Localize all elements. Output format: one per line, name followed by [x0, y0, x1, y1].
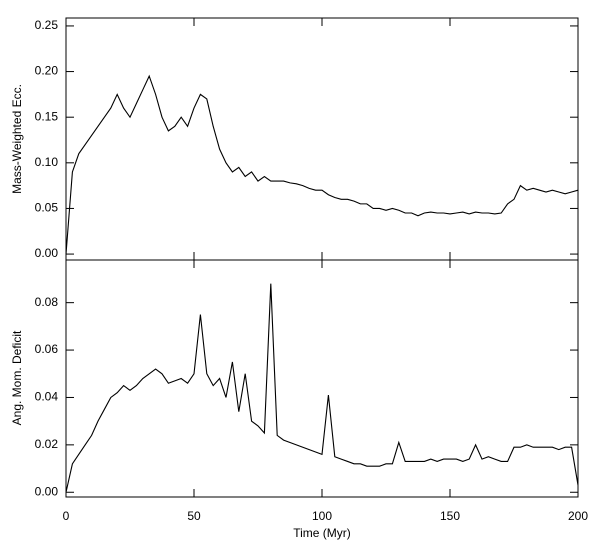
y-tick-label: 0.08 — [35, 295, 59, 309]
y-tick-label: 0.04 — [35, 390, 59, 404]
y-tick-label: 0.05 — [35, 201, 59, 215]
y-tick-label: 0.15 — [35, 109, 59, 123]
y-tick-label: 0.00 — [35, 246, 59, 260]
data-line — [65, 283, 579, 493]
x-tick-label: 150 — [440, 509, 460, 523]
x-tick-label: 50 — [187, 509, 201, 523]
x-axis-label: Time (Myr) — [293, 526, 351, 540]
y-tick-label: 0.20 — [35, 64, 59, 78]
y-tick-label: 0.06 — [35, 342, 59, 356]
y-tick-label: 0.25 — [35, 18, 59, 32]
plot-frame — [65, 17, 579, 261]
y-axis-label: Mass-Weighted Ecc. — [10, 84, 24, 194]
y-tick-label: 0.00 — [35, 484, 59, 498]
x-tick-label: 0 — [63, 509, 70, 523]
data-line — [65, 74, 579, 255]
y-axis-label: Ang. Mom. Deficit — [10, 330, 24, 425]
x-tick-label: 200 — [568, 509, 588, 523]
x-tick-label: 100 — [312, 509, 332, 523]
y-tick-label: 0.10 — [35, 155, 59, 169]
y-tick-label: 0.02 — [35, 437, 59, 451]
